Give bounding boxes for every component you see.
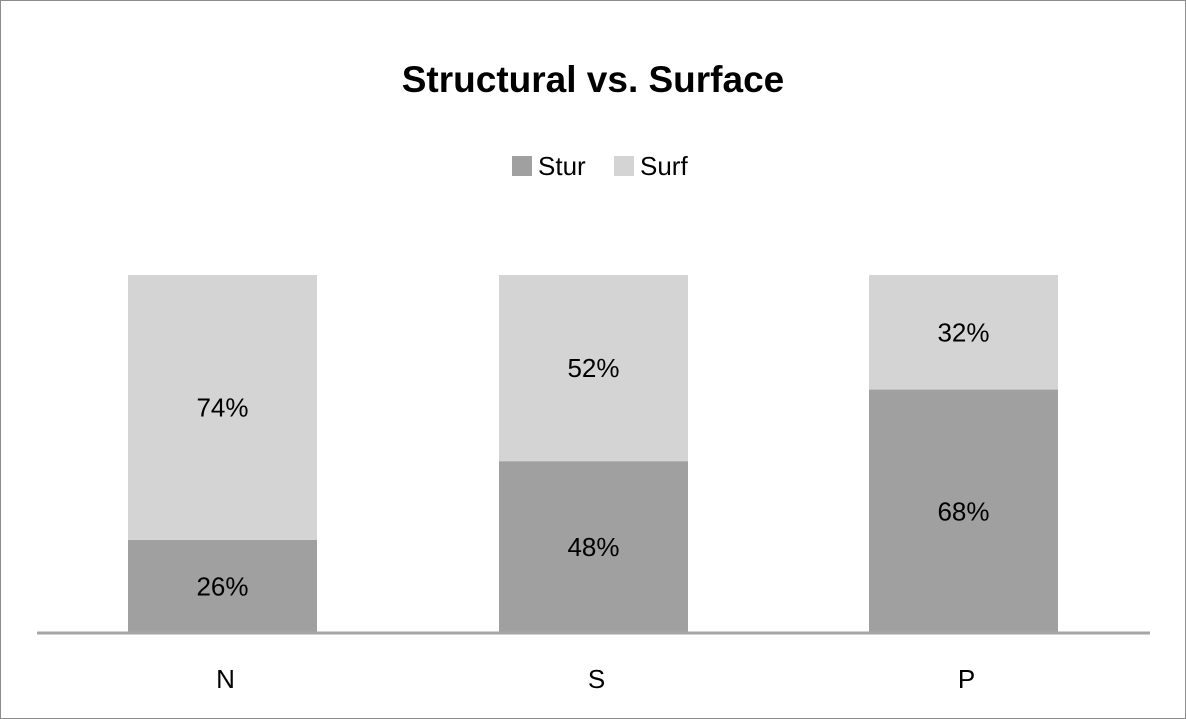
data-label-stur-n: 26% xyxy=(196,571,248,601)
legend-swatch-stur xyxy=(512,156,532,176)
legend-label-stur: Stur xyxy=(538,151,586,181)
data-label-surf-p: 32% xyxy=(937,317,989,347)
legend-label-surf: Surf xyxy=(640,151,688,181)
bars-group: 26% 74% 48% 52% 68% 32% xyxy=(128,275,1058,633)
legend-swatch-surf xyxy=(614,156,634,176)
legend: Stur Surf xyxy=(512,151,688,181)
data-label-stur-p: 68% xyxy=(937,496,989,526)
data-label-surf-n: 74% xyxy=(196,392,248,422)
bar-surf-n xyxy=(128,275,317,540)
data-label-stur-s: 48% xyxy=(567,532,619,562)
chart-title: Structural vs. Surface xyxy=(402,59,784,100)
bar-stur-n xyxy=(128,539,317,633)
x-tick-label-n: N xyxy=(216,664,235,694)
x-tick-label-p: P xyxy=(958,664,975,694)
x-tick-label-s: S xyxy=(588,664,605,694)
bar-surf-p xyxy=(869,275,1058,390)
data-label-surf-s: 52% xyxy=(567,353,619,383)
bar-stur-s xyxy=(499,461,688,633)
bar-surf-s xyxy=(499,275,688,462)
bar-stur-p xyxy=(869,389,1058,633)
